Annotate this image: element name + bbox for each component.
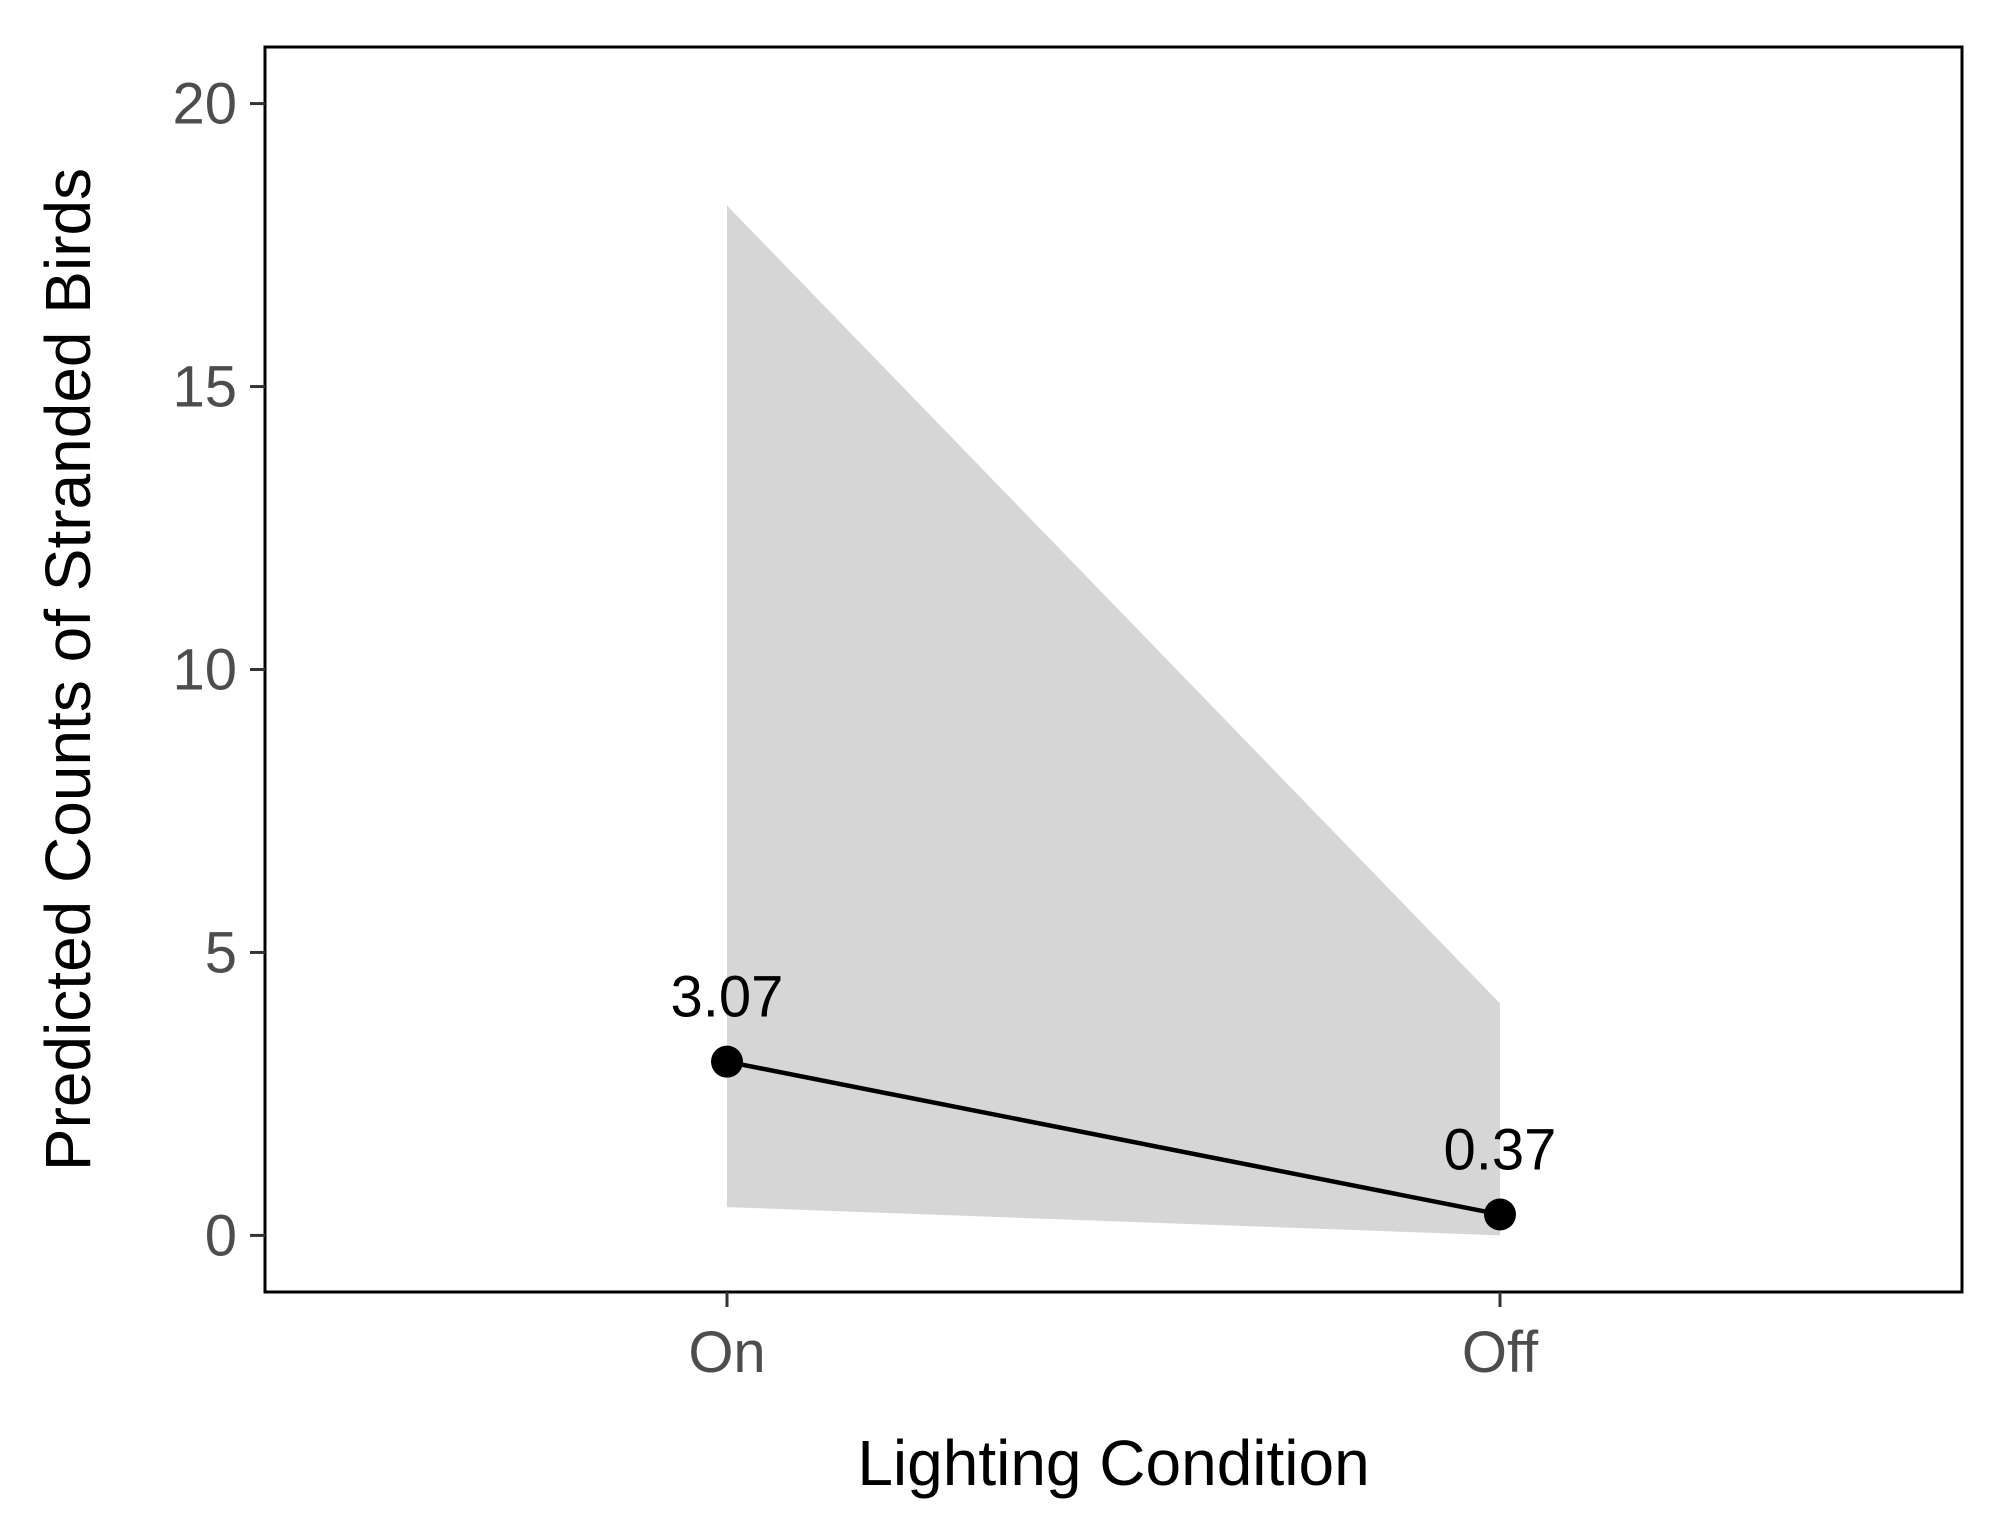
series-line bbox=[726, 1059, 1501, 1217]
data-point-on bbox=[711, 1045, 743, 1078]
data-label-on: 3.07 bbox=[671, 965, 784, 1030]
series-line-layer bbox=[726, 1059, 1501, 1217]
data-label-off: 0.37 bbox=[1444, 1117, 1557, 1182]
data-point-off bbox=[1484, 1198, 1516, 1231]
data-label-layer: 3.07 0.37 bbox=[671, 965, 1557, 1183]
x-tick-label-off: Off bbox=[1462, 1320, 1539, 1385]
y-tick-label: 20 bbox=[172, 72, 237, 137]
y-axis-title: Predicted Counts of Stranded Birds bbox=[32, 168, 104, 1171]
y-axis: 0 5 10 15 20 bbox=[172, 72, 265, 1268]
y-tick-label: 10 bbox=[172, 638, 237, 703]
confidence-band-layer bbox=[727, 205, 1500, 1236]
x-axis-title: Lighting Condition bbox=[857, 1427, 1369, 1499]
y-tick-label: 0 bbox=[205, 1203, 237, 1268]
series-point-layer bbox=[711, 1045, 1516, 1231]
x-axis: On Off bbox=[688, 1292, 1539, 1385]
x-tick-label-on: On bbox=[688, 1320, 765, 1385]
confidence-band bbox=[727, 205, 1500, 1236]
y-tick-label: 15 bbox=[172, 355, 237, 420]
y-tick-label: 5 bbox=[205, 920, 237, 985]
